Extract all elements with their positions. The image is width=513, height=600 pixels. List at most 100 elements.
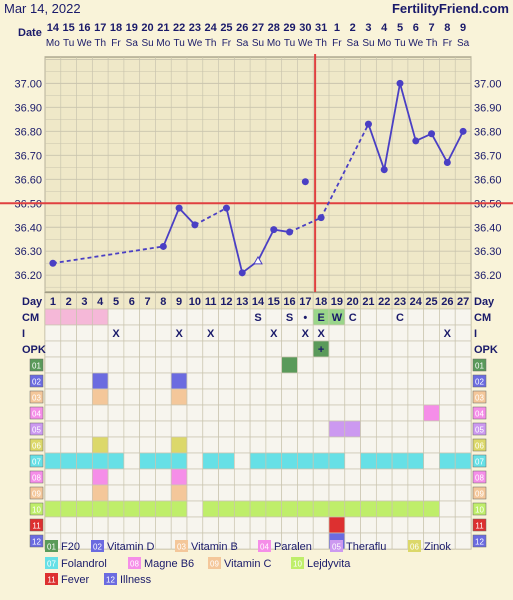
- med-11-cell: [297, 516, 314, 534]
- med-05-cell: [186, 420, 204, 438]
- med-01-cell: [439, 356, 456, 374]
- intercourse-mark: X: [112, 328, 120, 340]
- med-08-cell: [281, 468, 298, 486]
- legend-label: Magne B6: [144, 558, 194, 570]
- med-02-cell: [265, 372, 283, 390]
- med-11-cell: [202, 516, 219, 534]
- med-08-cell: [202, 468, 219, 486]
- med-03-cell: [360, 388, 377, 406]
- med-code-badge-left: [29, 422, 44, 436]
- temp-point[interactable]: [222, 204, 230, 212]
- med-08-cell: [44, 468, 62, 486]
- med-10-cell: [265, 500, 283, 518]
- legend-code: 05: [332, 543, 341, 552]
- med-04-cell: [218, 404, 235, 422]
- temp-point[interactable]: [191, 221, 199, 229]
- y-tick-label-right: 36.40: [474, 222, 502, 234]
- med-10-cell: [344, 500, 361, 518]
- med-04-cell: [297, 404, 314, 422]
- day-number: 16: [283, 296, 295, 308]
- temp-point[interactable]: [412, 137, 420, 145]
- med-09-cell: [233, 484, 251, 502]
- med-10-cell: [233, 500, 251, 518]
- temp-point[interactable]: [459, 127, 467, 135]
- temp-point[interactable]: [443, 159, 451, 167]
- med-04-cell: [439, 404, 456, 422]
- intercourse-mark: X: [317, 328, 325, 340]
- med-07-cell: [139, 452, 156, 470]
- temp-point[interactable]: [286, 228, 294, 236]
- cm-mark: E: [317, 312, 324, 324]
- med-07-cell: [423, 452, 440, 470]
- temp-line-segment: [194, 207, 227, 226]
- legend-label: F20: [61, 541, 80, 553]
- med-06-cell: [344, 436, 361, 454]
- med-03-cell: [233, 388, 251, 406]
- cm-cell: [44, 308, 62, 326]
- cm-cell: [123, 308, 141, 326]
- legend-swatch: [330, 540, 343, 552]
- med-10-cell: [439, 500, 456, 518]
- med-01-cell: [423, 356, 440, 374]
- med-05-cell: [202, 420, 219, 438]
- med-08-cell: [375, 468, 393, 486]
- med-05-cell: [281, 420, 298, 438]
- temp-point[interactable]: [159, 242, 167, 250]
- med-12-cell: [391, 532, 409, 550]
- med-06-cell: [218, 436, 235, 454]
- weekday-label: Tu: [394, 38, 405, 49]
- temp-point[interactable]: [428, 130, 436, 138]
- med-09-cell: [439, 484, 456, 502]
- med-10-cell: [76, 500, 93, 518]
- weekday-label: We: [408, 38, 423, 49]
- day-number: 15: [268, 296, 280, 308]
- temp-point[interactable]: [317, 214, 325, 222]
- temp-point[interactable]: [364, 120, 372, 128]
- y-tick-label-left: 36.20: [14, 270, 42, 282]
- med-02-cell: [391, 372, 409, 390]
- temp-point[interactable]: [49, 259, 57, 267]
- temp-line-segment: [178, 207, 196, 226]
- med-code-badge-right: [472, 486, 487, 500]
- temp-line-segment: [383, 83, 401, 170]
- temp-point[interactable]: [175, 204, 183, 212]
- day-number: 2: [66, 296, 72, 308]
- med-10-cell: [328, 500, 346, 518]
- opk-cell: [391, 340, 409, 358]
- med-10-cell: [312, 500, 330, 518]
- med-03-cell: [76, 388, 93, 406]
- med-05-cell: [439, 420, 456, 438]
- med-03-cell: [44, 388, 62, 406]
- brand-logo-text[interactable]: FertilityFriend.com: [392, 1, 509, 16]
- med-code-badge-left: [29, 502, 44, 516]
- med-04-cell: [249, 404, 267, 422]
- opk-cell: [233, 340, 251, 358]
- med-09-cell: [375, 484, 393, 502]
- date-label: 30: [299, 22, 311, 34]
- legend-code: 11: [47, 576, 56, 585]
- opk-cell: [454, 340, 472, 358]
- med-06-cell: [139, 436, 156, 454]
- day-number: 21: [362, 296, 374, 308]
- med-02-cell: [454, 372, 472, 390]
- med-03-cell: [391, 388, 409, 406]
- temp-point[interactable]: [380, 166, 388, 174]
- legend-swatch: [128, 557, 141, 569]
- y-tick-label-left: 36.40: [14, 222, 42, 234]
- med-01-cell: [202, 356, 219, 374]
- med-11-cell: [76, 516, 93, 534]
- med-10-cell: [360, 500, 377, 518]
- temp-point[interactable]: [270, 226, 278, 234]
- med-09-cell: [60, 484, 77, 502]
- temp-point-open[interactable]: [253, 255, 263, 265]
- temp-point[interactable]: [396, 79, 404, 87]
- med-08-cell: [391, 468, 409, 486]
- temp-point[interactable]: [301, 178, 309, 186]
- weekday-label: Tu: [63, 38, 74, 49]
- med-03-cell: [265, 388, 283, 406]
- med-05-cell: [297, 420, 314, 438]
- med-10-cell: [155, 500, 172, 518]
- med-02-cell: [328, 372, 346, 390]
- temp-point[interactable]: [238, 269, 246, 277]
- med-10-cell: [297, 500, 314, 518]
